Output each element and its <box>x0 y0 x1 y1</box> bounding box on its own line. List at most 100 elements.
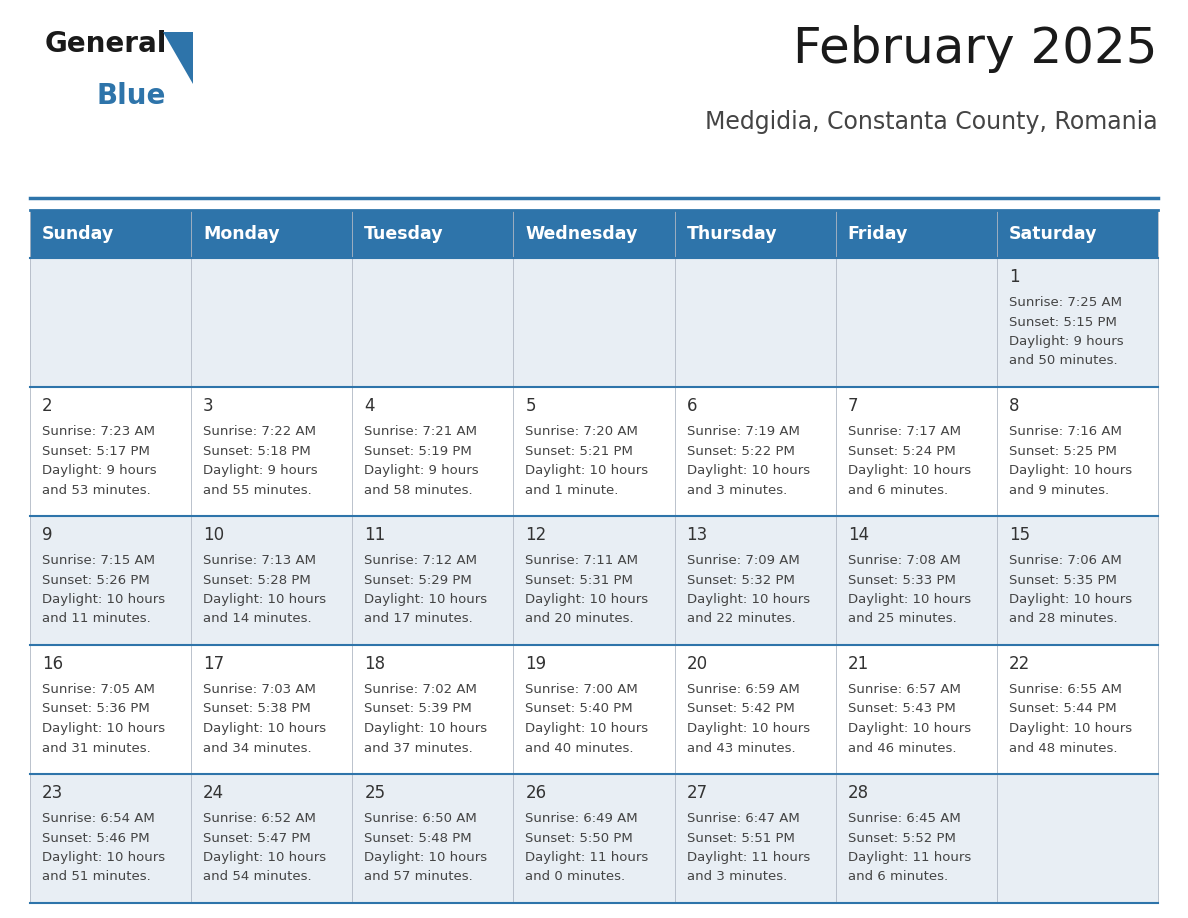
Text: Thursday: Thursday <box>687 225 777 243</box>
Text: Sunset: 5:46 PM: Sunset: 5:46 PM <box>42 832 150 845</box>
Text: and 25 minutes.: and 25 minutes. <box>848 612 956 625</box>
Text: February 2025: February 2025 <box>794 25 1158 73</box>
Text: Daylight: 9 hours: Daylight: 9 hours <box>203 464 317 477</box>
Text: Sunrise: 7:21 AM: Sunrise: 7:21 AM <box>365 425 478 438</box>
Text: Daylight: 10 hours: Daylight: 10 hours <box>1009 464 1132 477</box>
Text: Daylight: 10 hours: Daylight: 10 hours <box>525 722 649 735</box>
Text: 24: 24 <box>203 784 225 802</box>
Text: Daylight: 10 hours: Daylight: 10 hours <box>848 593 971 606</box>
Text: Sunrise: 6:57 AM: Sunrise: 6:57 AM <box>848 683 961 696</box>
Text: and 11 minutes.: and 11 minutes. <box>42 612 151 625</box>
Text: Daylight: 10 hours: Daylight: 10 hours <box>203 593 327 606</box>
Text: Sunrise: 6:50 AM: Sunrise: 6:50 AM <box>365 812 478 825</box>
Text: 1: 1 <box>1009 268 1019 286</box>
Text: Sunrise: 7:16 AM: Sunrise: 7:16 AM <box>1009 425 1121 438</box>
Bar <box>30 210 191 258</box>
Text: 12: 12 <box>525 526 546 544</box>
Text: General: General <box>45 30 168 58</box>
Bar <box>30 774 1158 903</box>
Text: Sunrise: 7:09 AM: Sunrise: 7:09 AM <box>687 554 800 567</box>
Text: and 1 minute.: and 1 minute. <box>525 484 619 497</box>
Bar <box>353 210 513 258</box>
Text: Sunrise: 7:02 AM: Sunrise: 7:02 AM <box>365 683 478 696</box>
Text: Sunset: 5:25 PM: Sunset: 5:25 PM <box>1009 444 1117 457</box>
Bar <box>513 210 675 258</box>
Text: Sunset: 5:28 PM: Sunset: 5:28 PM <box>203 574 311 587</box>
Text: Sunrise: 6:47 AM: Sunrise: 6:47 AM <box>687 812 800 825</box>
Text: and 54 minutes.: and 54 minutes. <box>203 870 311 883</box>
Bar <box>191 210 353 258</box>
Bar <box>30 516 1158 645</box>
Text: Daylight: 10 hours: Daylight: 10 hours <box>687 464 810 477</box>
Text: Sunrise: 7:20 AM: Sunrise: 7:20 AM <box>525 425 638 438</box>
Text: and 46 minutes.: and 46 minutes. <box>848 742 956 755</box>
Text: Daylight: 10 hours: Daylight: 10 hours <box>42 722 165 735</box>
Text: Sunset: 5:29 PM: Sunset: 5:29 PM <box>365 574 472 587</box>
Text: Sunrise: 7:11 AM: Sunrise: 7:11 AM <box>525 554 638 567</box>
Text: Sunrise: 7:25 AM: Sunrise: 7:25 AM <box>1009 296 1121 309</box>
Text: Sunrise: 7:03 AM: Sunrise: 7:03 AM <box>203 683 316 696</box>
Text: 22: 22 <box>1009 655 1030 673</box>
Text: and 48 minutes.: and 48 minutes. <box>1009 742 1118 755</box>
Text: Sunset: 5:15 PM: Sunset: 5:15 PM <box>1009 316 1117 329</box>
Text: Sunrise: 7:15 AM: Sunrise: 7:15 AM <box>42 554 154 567</box>
Text: Sunrise: 6:59 AM: Sunrise: 6:59 AM <box>687 683 800 696</box>
Text: 4: 4 <box>365 397 374 415</box>
Text: Sunset: 5:21 PM: Sunset: 5:21 PM <box>525 444 633 457</box>
Text: Daylight: 10 hours: Daylight: 10 hours <box>42 851 165 864</box>
Text: Sunset: 5:44 PM: Sunset: 5:44 PM <box>1009 702 1117 715</box>
Text: Daylight: 10 hours: Daylight: 10 hours <box>848 464 971 477</box>
Text: Daylight: 10 hours: Daylight: 10 hours <box>687 722 810 735</box>
Text: Medgidia, Constanta County, Romania: Medgidia, Constanta County, Romania <box>706 110 1158 134</box>
Text: and 6 minutes.: and 6 minutes. <box>848 484 948 497</box>
Bar <box>835 210 997 258</box>
Text: and 6 minutes.: and 6 minutes. <box>848 870 948 883</box>
Bar <box>30 645 1158 774</box>
Text: 25: 25 <box>365 784 385 802</box>
Text: Sunrise: 7:13 AM: Sunrise: 7:13 AM <box>203 554 316 567</box>
Text: 11: 11 <box>365 526 386 544</box>
Text: Sunset: 5:32 PM: Sunset: 5:32 PM <box>687 574 795 587</box>
Polygon shape <box>163 32 192 84</box>
Text: Daylight: 9 hours: Daylight: 9 hours <box>1009 335 1124 348</box>
Text: Sunset: 5:26 PM: Sunset: 5:26 PM <box>42 574 150 587</box>
Text: and 0 minutes.: and 0 minutes. <box>525 870 626 883</box>
Text: and 9 minutes.: and 9 minutes. <box>1009 484 1108 497</box>
Text: Sunset: 5:31 PM: Sunset: 5:31 PM <box>525 574 633 587</box>
Text: Daylight: 10 hours: Daylight: 10 hours <box>365 722 487 735</box>
Text: 15: 15 <box>1009 526 1030 544</box>
Text: Sunset: 5:40 PM: Sunset: 5:40 PM <box>525 702 633 715</box>
Text: 3: 3 <box>203 397 214 415</box>
Text: and 22 minutes.: and 22 minutes. <box>687 612 795 625</box>
Text: and 28 minutes.: and 28 minutes. <box>1009 612 1118 625</box>
Text: 18: 18 <box>365 655 385 673</box>
Text: Sunset: 5:18 PM: Sunset: 5:18 PM <box>203 444 311 457</box>
Text: Tuesday: Tuesday <box>365 225 444 243</box>
Text: Daylight: 11 hours: Daylight: 11 hours <box>525 851 649 864</box>
Text: 5: 5 <box>525 397 536 415</box>
Text: Sunset: 5:42 PM: Sunset: 5:42 PM <box>687 702 795 715</box>
Text: 17: 17 <box>203 655 225 673</box>
Text: Sunrise: 6:52 AM: Sunrise: 6:52 AM <box>203 812 316 825</box>
Text: Daylight: 10 hours: Daylight: 10 hours <box>42 593 165 606</box>
Text: Monday: Monday <box>203 225 279 243</box>
Text: Sunset: 5:50 PM: Sunset: 5:50 PM <box>525 832 633 845</box>
Text: Daylight: 10 hours: Daylight: 10 hours <box>1009 593 1132 606</box>
Text: Sunrise: 7:19 AM: Sunrise: 7:19 AM <box>687 425 800 438</box>
Text: 2: 2 <box>42 397 52 415</box>
Text: Daylight: 9 hours: Daylight: 9 hours <box>42 464 157 477</box>
Bar <box>675 210 835 258</box>
Text: Daylight: 10 hours: Daylight: 10 hours <box>203 851 327 864</box>
Text: and 20 minutes.: and 20 minutes. <box>525 612 634 625</box>
Text: Sunset: 5:47 PM: Sunset: 5:47 PM <box>203 832 311 845</box>
Text: Sunday: Sunday <box>42 225 114 243</box>
Text: Wednesday: Wednesday <box>525 225 638 243</box>
Text: Daylight: 10 hours: Daylight: 10 hours <box>203 722 327 735</box>
Text: and 14 minutes.: and 14 minutes. <box>203 612 311 625</box>
Text: Sunrise: 6:55 AM: Sunrise: 6:55 AM <box>1009 683 1121 696</box>
Text: Sunrise: 6:49 AM: Sunrise: 6:49 AM <box>525 812 638 825</box>
Text: Daylight: 10 hours: Daylight: 10 hours <box>525 464 649 477</box>
Text: Sunset: 5:52 PM: Sunset: 5:52 PM <box>848 832 955 845</box>
Text: Saturday: Saturday <box>1009 225 1098 243</box>
Bar <box>30 387 1158 516</box>
